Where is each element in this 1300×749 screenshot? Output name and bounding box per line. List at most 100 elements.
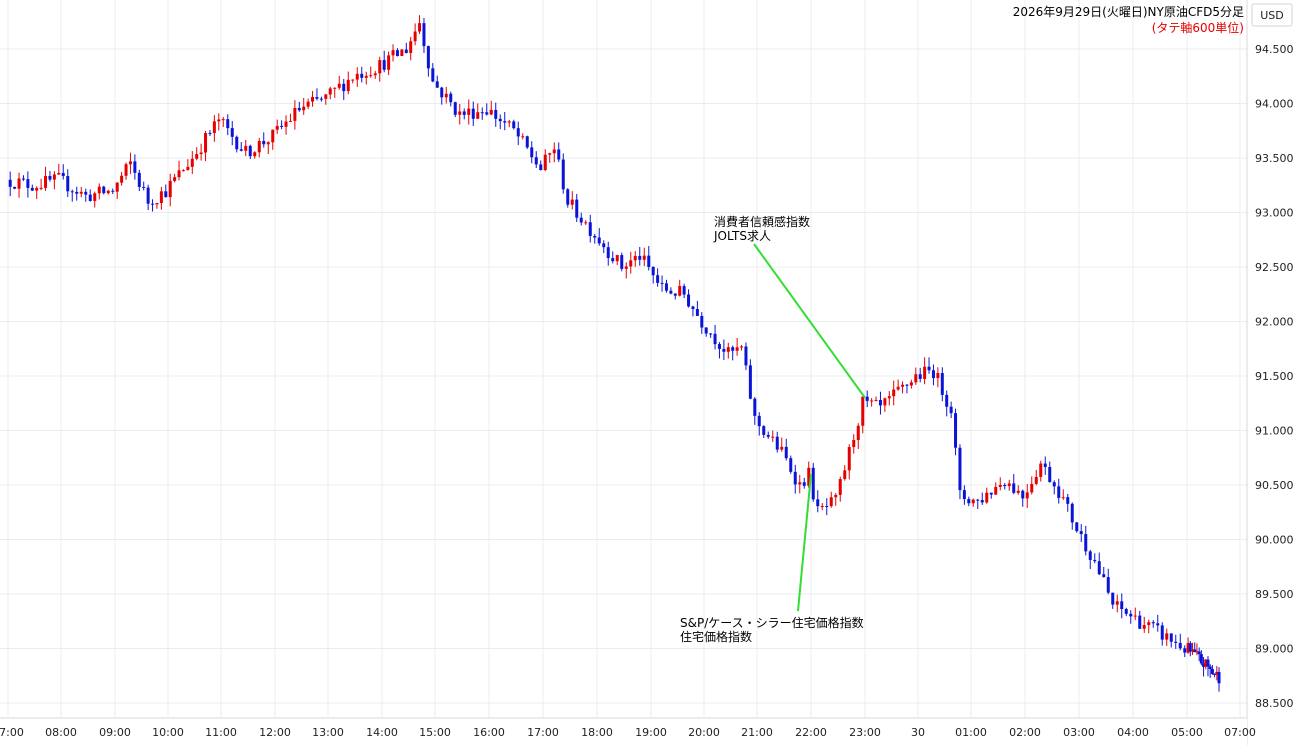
candle-down xyxy=(775,436,779,450)
candle-down xyxy=(940,373,944,395)
x-tick-label: 05:00 xyxy=(1171,726,1203,739)
candle-up xyxy=(1030,483,1034,493)
candle-down xyxy=(1124,609,1128,614)
x-tick-label: 15:00 xyxy=(419,726,451,739)
candle-down xyxy=(976,499,980,501)
candle-down xyxy=(494,109,498,119)
currency-badge[interactable]: USD xyxy=(1251,3,1293,27)
candle-up xyxy=(807,467,811,486)
candle-down xyxy=(1070,503,1074,523)
annotation-line xyxy=(753,243,866,399)
candle-up xyxy=(909,382,913,386)
candle-down xyxy=(620,255,624,269)
candle-up xyxy=(204,133,208,153)
candle-up xyxy=(39,187,43,189)
candle-up xyxy=(275,125,279,130)
candle-down xyxy=(593,235,597,238)
candle-up xyxy=(337,83,341,88)
candle-up xyxy=(1007,483,1011,487)
candle-down xyxy=(865,396,869,401)
candle-up xyxy=(829,497,833,507)
candle-down xyxy=(1043,463,1047,467)
candle-down xyxy=(878,399,882,406)
candle-up xyxy=(726,347,730,352)
candle-down xyxy=(539,164,543,171)
candle-up xyxy=(971,499,975,504)
candle-down xyxy=(927,366,931,371)
x-tick-label: 19:00 xyxy=(635,726,667,739)
candle-down xyxy=(1138,615,1142,629)
candle-up xyxy=(923,366,927,379)
candle-up xyxy=(128,161,132,165)
candle-down xyxy=(753,398,757,416)
candle-up xyxy=(124,164,128,176)
candle-down xyxy=(682,286,686,295)
candle-up xyxy=(1186,643,1190,653)
candle-down xyxy=(656,275,660,283)
candle-down xyxy=(75,191,79,194)
candle-down xyxy=(516,128,520,137)
candle-down xyxy=(793,471,797,485)
candle-up xyxy=(901,384,905,387)
candle-down xyxy=(66,176,70,192)
candle-up xyxy=(507,121,511,123)
y-tick-label: 94.000 xyxy=(1255,98,1294,111)
candle-down xyxy=(1178,642,1182,649)
candle-up xyxy=(186,166,190,171)
candle-down xyxy=(297,107,301,111)
candle-down xyxy=(471,108,475,119)
candle-up xyxy=(735,347,739,351)
y-tick-label: 93.500 xyxy=(1255,152,1294,165)
candle-up xyxy=(378,60,382,74)
candle-up xyxy=(190,158,194,167)
candle-down xyxy=(704,327,708,334)
candle-down xyxy=(422,23,426,47)
candle-down xyxy=(1202,663,1206,667)
candle-down xyxy=(691,306,695,309)
candle-up xyxy=(257,140,261,153)
currency-badge-box[interactable] xyxy=(1251,3,1293,27)
candle-down xyxy=(61,172,65,177)
candle-down xyxy=(789,458,793,472)
candle-down xyxy=(480,112,484,114)
candle-up xyxy=(302,106,306,111)
candle-down xyxy=(1199,654,1203,664)
candle-down xyxy=(503,121,507,123)
annotation-text: JOLTS求人 xyxy=(713,229,771,243)
candle-up xyxy=(820,505,824,507)
candle-up xyxy=(1025,492,1029,499)
candle-up xyxy=(35,187,39,191)
candle-down xyxy=(816,499,820,507)
candle-down xyxy=(1217,671,1221,684)
candle-down xyxy=(575,199,579,218)
candle-down xyxy=(512,121,516,129)
candle-up xyxy=(355,73,359,80)
candle-down xyxy=(722,348,726,352)
candle-up xyxy=(1204,659,1208,667)
candle-up xyxy=(887,396,891,399)
candle-down xyxy=(566,189,570,205)
candle-down xyxy=(525,136,529,148)
candle-down xyxy=(133,161,137,173)
candle-down xyxy=(1102,574,1106,578)
candle-up xyxy=(467,108,471,115)
x-tick-label: 10:00 xyxy=(152,726,184,739)
y-tick-label: 90.000 xyxy=(1255,534,1294,547)
candle-up xyxy=(221,119,225,121)
candle-down xyxy=(142,186,146,188)
candle-down xyxy=(70,191,74,193)
candle-down xyxy=(1111,592,1115,605)
candle-down xyxy=(557,149,561,160)
candle-down xyxy=(1057,486,1061,498)
chart-header: 2026年9月29日(火曜日)NY原油CFD5分足 (タテ軸600単位) xyxy=(1013,5,1244,35)
currency-badge-label[interactable]: USD xyxy=(1260,9,1284,22)
x-tick-label: 17:00 xyxy=(527,726,559,739)
candle-down xyxy=(647,255,651,267)
candle-up xyxy=(44,175,48,188)
candle-up xyxy=(173,177,177,181)
candle-down xyxy=(1188,643,1192,652)
candle-down xyxy=(967,499,971,504)
candle-down xyxy=(435,81,439,88)
annotation-text: 消費者信頼感指数 xyxy=(714,214,810,229)
